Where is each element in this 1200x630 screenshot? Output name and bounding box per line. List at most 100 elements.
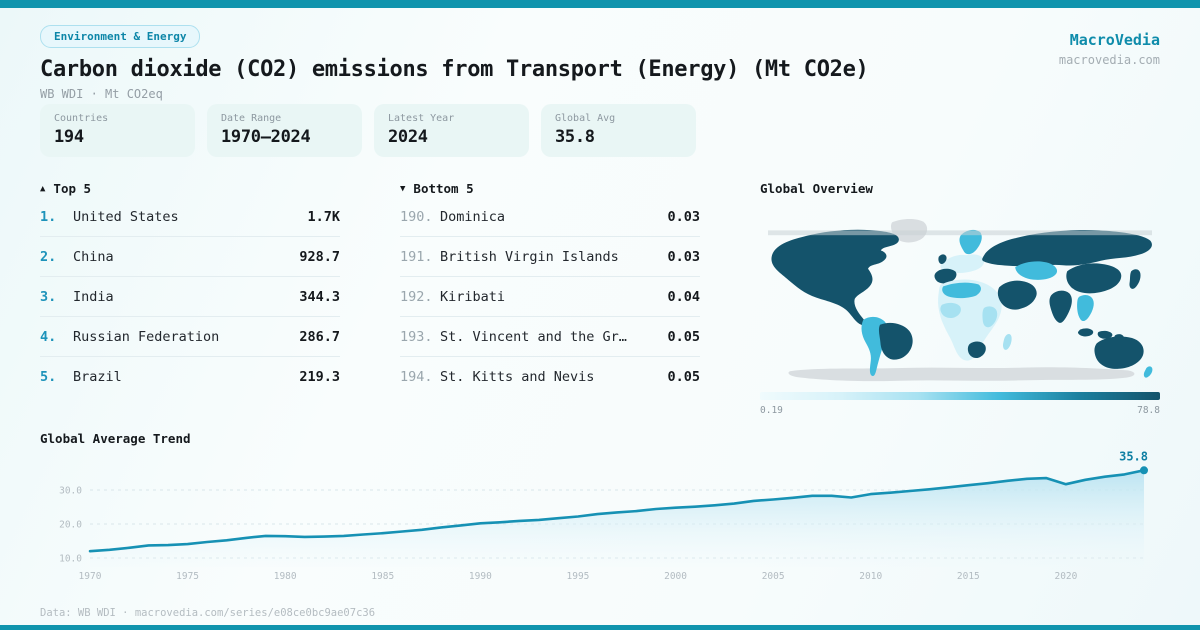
stat-card-global-avg: Global Avg 35.8 [541, 104, 696, 157]
map-region-se-asia [1077, 294, 1094, 322]
rank-row: 4. Russian Federation 286.7 [40, 317, 340, 357]
global-overview-panel: Global Overview [760, 181, 1160, 416]
country-name: St. Kitts and Nevis [440, 369, 595, 385]
triangle-down-icon: ▼ [400, 183, 406, 194]
bottom5-rows: 190. Dominica 0.03 191. British Virgin I… [400, 197, 700, 397]
country-value: 928.7 [299, 248, 340, 265]
top-accent-bar [0, 0, 1200, 8]
map-region-south-africa [967, 341, 986, 359]
country-value: 0.04 [667, 288, 700, 305]
top5-title: Top 5 [53, 181, 92, 196]
country-value: 219.3 [299, 369, 340, 385]
rank-row: 194. St. Kitts and Nevis 0.05 [400, 357, 700, 397]
map-region-australia [1094, 336, 1144, 369]
trend-panel: Global Average Trend 10.0 20.0 30.0 1970 197… [40, 431, 1160, 583]
rank-number: 190. [400, 208, 433, 225]
map-region-scandinavia [959, 229, 982, 255]
rank-row: 5. Brazil 219.3 [40, 357, 340, 397]
stat-label: Latest Year [388, 113, 455, 124]
trend-chart: 10.0 20.0 30.0 1970 1975 1980 1985 1990 1995 2000… [59, 449, 1148, 582]
stat-label: Global Avg [555, 113, 616, 124]
rank-number: 4. [40, 328, 57, 345]
y-tick-label: 20.0 [59, 520, 82, 531]
country-name: Brazil [73, 369, 122, 385]
stat-label: Countries [54, 113, 109, 124]
country-name: British Virgin Islands [440, 248, 619, 265]
trend-end-label: 35.8 [1119, 449, 1148, 463]
map-region-uk [938, 254, 947, 265]
x-tick-label: 2005 [762, 571, 785, 582]
x-tick-label: 2000 [664, 571, 687, 582]
map-region-west-africa [940, 302, 961, 318]
map-region-north-africa [942, 282, 981, 299]
trend-area [90, 470, 1144, 567]
country-name: Kiribati [440, 288, 506, 305]
rank-number: 5. [40, 369, 57, 385]
map-region-europe [940, 254, 985, 274]
x-tick-label: 1995 [567, 571, 590, 582]
x-tick-label: 2015 [957, 571, 980, 582]
stat-label: Date Range [221, 113, 282, 124]
rank-number: 194. [400, 369, 433, 385]
x-tick-label: 2020 [1054, 571, 1077, 582]
stat-card-date-range: Date Range 1970—2024 [207, 104, 362, 157]
trend-line [88, 469, 1146, 553]
map-region-west-europe [934, 268, 957, 284]
rank-row: 191. British Virgin Islands 0.03 [400, 237, 700, 277]
country-name: Dominica [440, 208, 506, 225]
stat-card-latest-year: Latest Year 2024 [374, 104, 529, 157]
rank-number: 2. [40, 248, 57, 265]
stat-card-countries: Countries 194 [40, 104, 195, 157]
map-region-brazil [878, 322, 913, 360]
stat-value: 35.8 [555, 127, 595, 147]
bottom-accent-bar [0, 625, 1200, 630]
map-region-russia [982, 229, 1152, 267]
country-value: 286.7 [299, 328, 340, 345]
trend-end-dot [1140, 466, 1148, 475]
map-region-antarctica [788, 367, 1135, 382]
x-tick-label: 1980 [274, 571, 297, 582]
top5-rows: 1. United States 1.7K 2. China 928.7 3. … [40, 197, 340, 397]
rank-number: 193. [400, 328, 433, 345]
page-title: Carbon dioxide (CO2) emissions from Tran… [40, 57, 869, 82]
middle-section: ▲ Top 5 1. United States 1.7K 2. China 9… [40, 181, 1160, 416]
map-region-china [1066, 263, 1122, 294]
x-tick-label: 1970 [79, 571, 102, 582]
trend-title: Global Average Trend [40, 431, 191, 446]
country-name: United States [73, 208, 179, 225]
page-subtitle: WB WDI · Mt CO2eq [40, 87, 163, 101]
map-title: Global Overview [760, 181, 873, 196]
rank-number: 191. [400, 248, 433, 265]
stat-value: 194 [54, 127, 84, 147]
country-value: 1.7K [307, 208, 340, 225]
country-value: 0.03 [667, 208, 700, 225]
country-value: 0.03 [667, 248, 700, 265]
map-region-africa [938, 279, 1002, 361]
category-badge: Environment & Energy [40, 25, 201, 48]
rank-row: 190. Dominica 0.03 [400, 197, 700, 237]
rank-row: 193. St. Vincent and the Gr… 0.05 [400, 317, 700, 357]
map-region-new-zealand [1143, 366, 1153, 378]
world-map [768, 218, 1153, 382]
country-name: India [73, 288, 114, 305]
rank-row: 1. United States 1.7K [40, 197, 340, 237]
map-latitude-band [768, 230, 1152, 236]
x-tick-label: 2010 [859, 571, 882, 582]
stat-value: 2024 [388, 127, 428, 147]
y-tick-label: 10.0 [59, 554, 82, 565]
y-tick-label: 30.0 [59, 486, 82, 497]
x-tick-label: 1975 [176, 571, 199, 582]
rank-row: 3. India 344.3 [40, 277, 340, 317]
rank-row: 192. Kiribati 0.04 [400, 277, 700, 317]
country-name: China [73, 248, 114, 265]
stat-cards: Countries 194 Date Range 1970—2024 Lates… [40, 104, 696, 157]
map-region-indonesia [1077, 328, 1124, 341]
country-value: 0.05 [667, 328, 700, 345]
map-region-east-africa [982, 306, 998, 328]
country-name: Russian Federation [73, 328, 220, 345]
header: Environment & Energy Carbon dioxide (CO2… [40, 25, 1160, 101]
bottom5-title: Bottom 5 [413, 181, 474, 196]
bottom5-header: ▼ Bottom 5 [400, 181, 700, 196]
brand: MacroVedia macrovedia.com [1059, 31, 1160, 67]
